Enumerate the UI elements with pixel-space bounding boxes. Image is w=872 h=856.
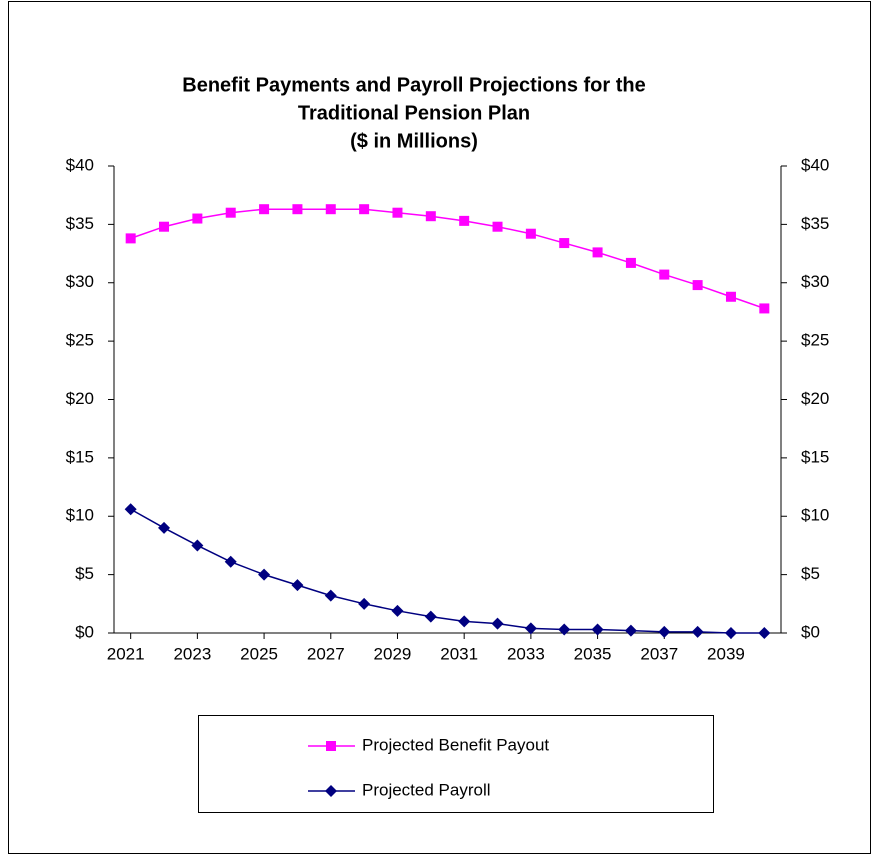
series-line (130, 208, 765, 310)
marker (758, 627, 771, 639)
x-tick-label: 2039 (707, 644, 745, 663)
y-tick-label: $15 (66, 447, 94, 466)
y2-tick-label: $0 (801, 622, 820, 641)
marker (591, 623, 604, 636)
marker (326, 741, 336, 751)
marker (524, 622, 537, 635)
x-tick-label: 2029 (374, 644, 412, 663)
legend-label: Projected Benefit Payout (362, 735, 549, 754)
y-tick-label: $35 (66, 214, 94, 233)
y2-tick-label: $10 (801, 506, 829, 525)
y2-tick-label: $40 (801, 155, 829, 174)
y-tick-label: $20 (66, 389, 94, 408)
marker (359, 204, 370, 215)
legend-box (198, 715, 714, 813)
chart-frame (8, 1, 871, 854)
y-tick-label: $0 (75, 622, 94, 641)
marker (425, 211, 436, 222)
chart-title: Benefit Payments and Payroll Projections… (182, 74, 645, 96)
marker (392, 207, 403, 218)
marker (159, 221, 170, 232)
marker (358, 597, 371, 610)
marker (659, 269, 670, 280)
marker (158, 521, 171, 534)
y-tick-label: $40 (66, 155, 94, 174)
x-tick-label: 2021 (107, 644, 145, 663)
y2-tick-label: $5 (801, 564, 820, 583)
y-tick-label: $5 (75, 564, 94, 583)
marker (125, 233, 136, 244)
y-tick-label: $10 (66, 506, 94, 525)
y2-tick-label: $15 (801, 447, 829, 466)
marker (625, 257, 636, 268)
x-tick-label: 2027 (307, 644, 345, 663)
marker (259, 204, 270, 215)
marker (559, 238, 570, 249)
y2-tick-label: $20 (801, 389, 829, 408)
marker (459, 215, 470, 226)
legend-label: Projected Payroll (362, 780, 491, 799)
marker (224, 555, 237, 568)
y2-tick-label: $25 (801, 331, 829, 350)
x-tick-label: 2023 (173, 644, 211, 663)
marker (258, 568, 271, 581)
marker (724, 627, 737, 639)
marker (324, 589, 337, 602)
marker (492, 221, 503, 232)
x-tick-label: 2037 (640, 644, 678, 663)
y-tick-label: $25 (66, 331, 94, 350)
marker (424, 610, 437, 623)
marker (759, 303, 770, 314)
marker (558, 623, 571, 636)
marker (291, 579, 304, 592)
y-tick-label: $30 (66, 272, 94, 291)
chart-title: ($ in Millions) (350, 130, 478, 152)
marker (124, 503, 137, 516)
marker (725, 291, 736, 302)
x-tick-label: 2031 (440, 644, 478, 663)
marker (592, 247, 603, 258)
marker (192, 213, 203, 224)
marker (325, 785, 337, 797)
marker (525, 228, 536, 239)
marker (691, 625, 704, 638)
marker (325, 204, 336, 215)
chart-title: Traditional Pension Plan (298, 102, 530, 124)
marker (458, 615, 471, 628)
marker (225, 207, 236, 218)
marker (658, 625, 671, 638)
marker (624, 624, 637, 637)
x-tick-label: 2025 (240, 644, 278, 663)
marker (692, 280, 703, 291)
x-tick-label: 2033 (507, 644, 545, 663)
marker (491, 617, 504, 630)
marker (292, 204, 303, 215)
y2-tick-label: $30 (801, 272, 829, 291)
x-tick-label: 2035 (574, 644, 612, 663)
marker (191, 539, 204, 552)
marker (391, 604, 404, 617)
y2-tick-label: $35 (801, 214, 829, 233)
